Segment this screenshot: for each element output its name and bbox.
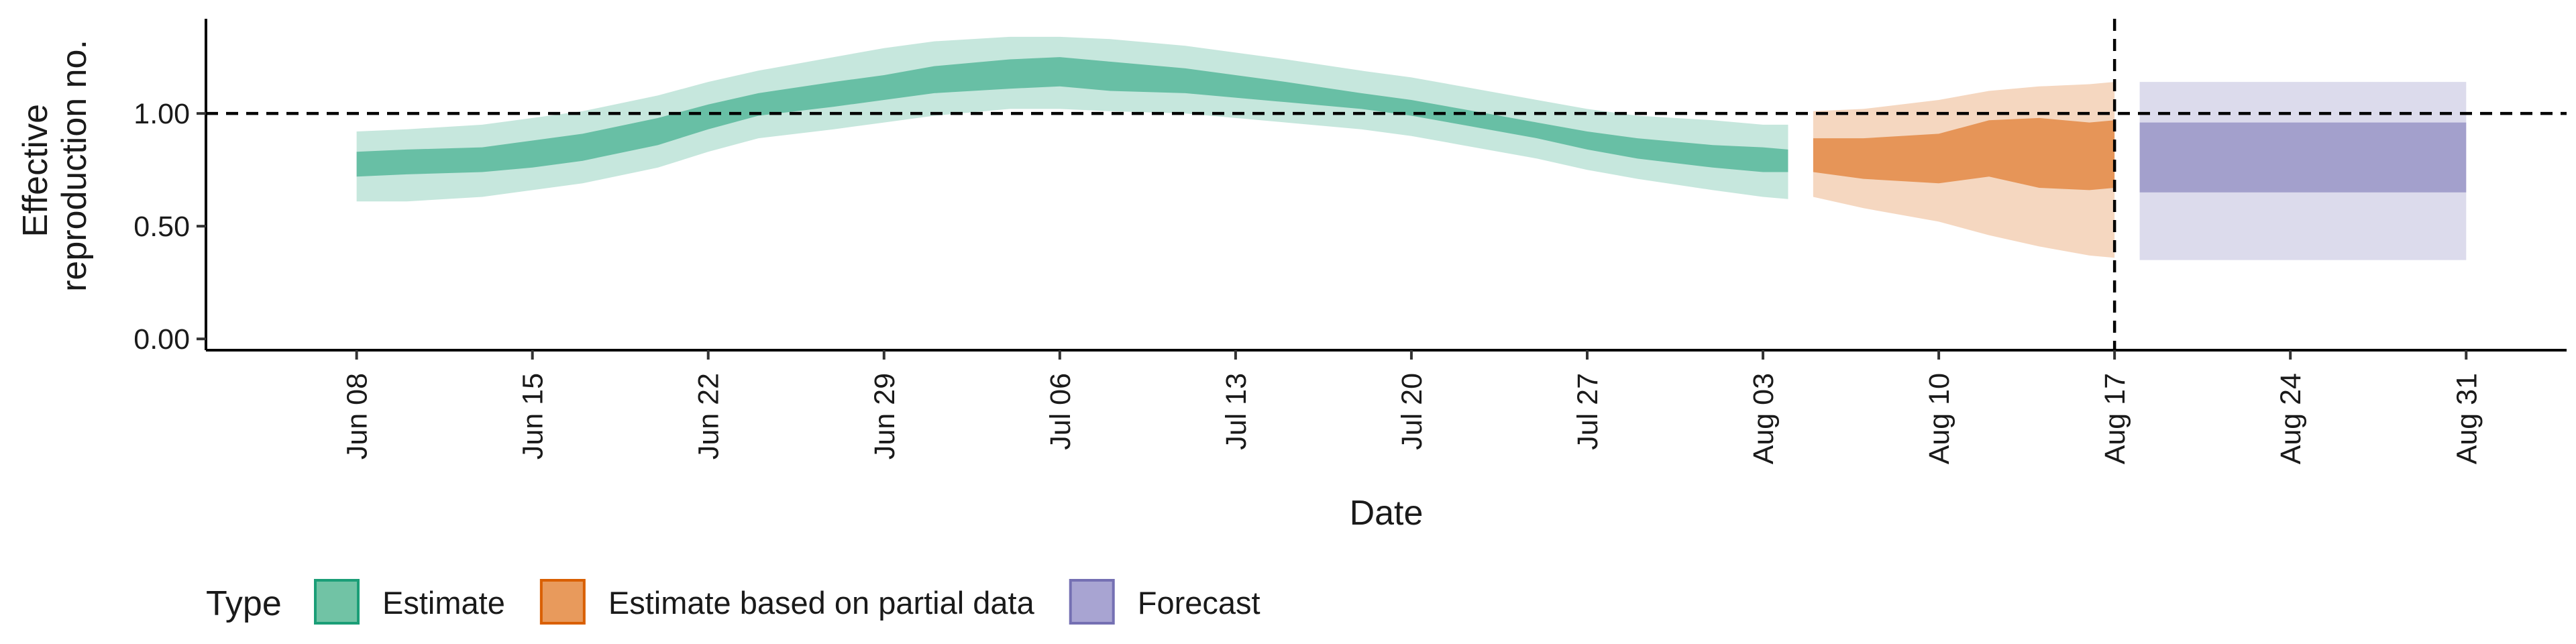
- x-axis-title: Date: [1350, 494, 1424, 533]
- legend-label-forecast: Forecast: [1138, 585, 1260, 621]
- x-tick-label: Jul 20: [1396, 373, 1428, 450]
- y-tick-label: 1.00: [133, 98, 190, 130]
- x-tick-label: Aug 24: [2275, 373, 2307, 464]
- y-axis-title-line2: reproduction no.: [55, 40, 94, 292]
- y-axis-title: Effective reproduction no.: [16, 40, 94, 292]
- axes-layer: [205, 19, 2567, 352]
- x-tick-label: Aug 17: [2099, 373, 2131, 464]
- y-tick-label: 0.50: [133, 211, 190, 243]
- x-tick-label: Jul 06: [1044, 373, 1077, 450]
- x-tick-label: Aug 03: [1748, 373, 1780, 464]
- y-axis-title-line1: Effective: [16, 104, 55, 237]
- legend-label-estimate-based-on-partial-data: Estimate based on partial data: [608, 585, 1035, 621]
- legend-key-estimate: [314, 579, 360, 625]
- x-tick-label: Jul 13: [1220, 373, 1252, 450]
- legend: Type Estimate Estimate based on partial d…: [206, 579, 1260, 625]
- legend-key-forecast: [1069, 579, 1115, 625]
- x-tick-label: Jun 15: [517, 373, 549, 460]
- tick-layer: 0.00 0.50 1.00 Jun 08 Jun 15 Jun 22 Jun 29 Jul …: [133, 98, 2483, 464]
- legend-key-estimate-based-on-partial-data: [539, 579, 586, 625]
- legend-title: Type: [206, 584, 282, 623]
- band-50-estimate-based-on-partial-data: [1813, 117, 2115, 191]
- x-tick-label: Jun 08: [341, 373, 374, 460]
- x-tick-label: Jun 22: [693, 373, 725, 460]
- x-tick-label: Jun 29: [869, 373, 901, 460]
- x-tick-label: Jul 27: [1572, 373, 1604, 450]
- band-50-estimate: [356, 57, 1788, 177]
- band-layer: [356, 36, 2467, 260]
- reference-lines: [206, 19, 2567, 350]
- legend-label-estimate: Estimate: [382, 585, 505, 621]
- y-tick-label: 0.00: [133, 323, 190, 356]
- x-tick-label: Aug 31: [2451, 373, 2483, 464]
- band-50-forecast: [2139, 122, 2467, 193]
- x-tick-label: Aug 10: [1923, 373, 1955, 464]
